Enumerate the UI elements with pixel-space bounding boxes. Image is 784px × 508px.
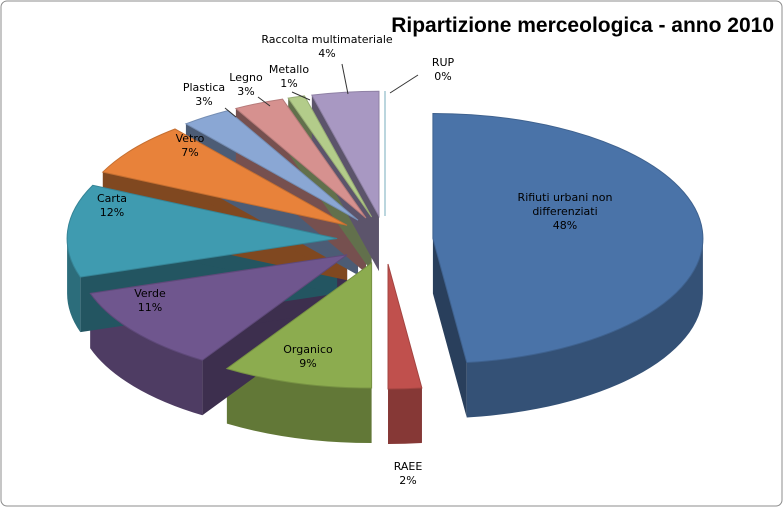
- slice-label: RAEE 2%: [394, 460, 423, 488]
- value-label: 48%: [552, 219, 578, 232]
- category-label: RAEE: [393, 460, 423, 473]
- slice-label: RUP 0%: [432, 56, 454, 84]
- slice-side: [388, 387, 422, 444]
- value-label: 3%: [195, 95, 213, 108]
- category-label: Metallo: [268, 63, 310, 76]
- pie-slice: [387, 263, 423, 390]
- leader-lines: [224, 63, 419, 118]
- slice-label: Metallo 1%: [269, 63, 309, 91]
- slice-side: [432, 238, 467, 418]
- category-label: Carta: [97, 192, 127, 205]
- category-label: Legno: [229, 71, 263, 84]
- category-label: Plastica: [182, 81, 226, 94]
- value-label: 12%: [99, 206, 125, 219]
- pie-slice: [89, 254, 348, 361]
- category-label: Rifiuti urbani non differenziati: [517, 191, 613, 218]
- slice-label: Vetro 7%: [176, 132, 205, 160]
- category-label: Verde: [134, 287, 166, 300]
- leader-line: [257, 96, 271, 107]
- chart-title: Ripartizione merceologica - anno 2010: [391, 14, 774, 37]
- pie-slice: [287, 95, 373, 218]
- pie-slice: [101, 128, 348, 226]
- pie-slice: [66, 184, 338, 278]
- value-label: 7%: [181, 146, 199, 159]
- value-label: 2%: [399, 474, 417, 487]
- slice-label: Raccolta multimateriale 4%: [261, 33, 392, 61]
- slice-side: [67, 238, 81, 333]
- value-label: 4%: [318, 47, 336, 60]
- slice-label: Legno 3%: [229, 71, 262, 99]
- value-label: 1%: [280, 77, 298, 90]
- category-label: Raccolta multimateriale: [261, 33, 393, 46]
- category-label: Organico: [283, 343, 333, 356]
- leader-line: [224, 107, 237, 118]
- value-label: 9%: [299, 357, 317, 370]
- pie-slice: [225, 262, 373, 389]
- slice-label: Verde 11%: [134, 287, 166, 315]
- category-label: RUP: [431, 56, 455, 69]
- value-label: 3%: [237, 85, 255, 98]
- leader-line: [291, 91, 311, 101]
- slice-label: Plastica 3%: [183, 81, 225, 109]
- slice-tops: [66, 90, 704, 390]
- slice-label: Organico 9%: [283, 343, 333, 371]
- leader-line: [341, 63, 349, 95]
- pie-slice: [432, 112, 704, 364]
- category-label: Vetro: [175, 132, 205, 145]
- slice-label: Carta 12%: [97, 192, 127, 220]
- pie-slice: [311, 90, 380, 219]
- pie-slice: [234, 98, 367, 219]
- slice-label: Rifiuti urbani non differenziati 48%: [505, 191, 625, 233]
- leader-line: [389, 74, 419, 94]
- value-label: 0%: [434, 70, 452, 83]
- slice-side: [466, 238, 703, 418]
- value-label: 11%: [137, 301, 163, 314]
